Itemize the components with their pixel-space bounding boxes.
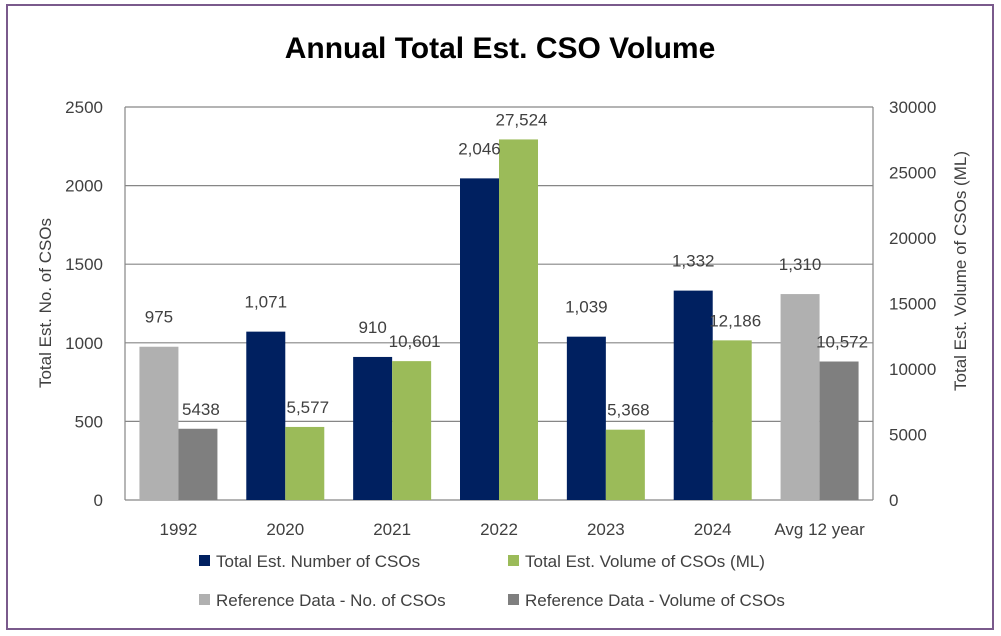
bar-volume-1992 [178, 428, 218, 500]
legend-label: Reference Data - No. of CSOs [216, 591, 446, 610]
y-tick-label: 2000 [65, 177, 103, 196]
bar-number-2022 [460, 178, 499, 500]
bar-volume-2022 [499, 139, 538, 500]
data-label-volume: 5438 [182, 400, 220, 419]
x-tick-label: 2022 [480, 520, 518, 539]
y-tick-label: 2500 [65, 98, 103, 117]
y-tick-label: 1500 [65, 255, 103, 274]
x-tick-label: 2021 [373, 520, 411, 539]
bars [139, 139, 859, 500]
legend-label: Total Est. Number of CSOs [216, 552, 420, 571]
legend-label: Total Est. Volume of CSOs (ML) [525, 552, 765, 571]
legend-swatch [508, 555, 519, 566]
y2-tick-label: 20000 [889, 229, 936, 248]
bar-number-2020 [246, 331, 286, 500]
y2-tick-label: 30000 [889, 98, 936, 117]
legend-swatch [508, 594, 519, 605]
bar-volume-2020 [285, 426, 325, 500]
data-label-volume: 10,572 [816, 333, 868, 352]
x-tick-label: 2020 [266, 520, 304, 539]
bar-volume-2024 [712, 340, 752, 500]
y2-tick-label: 10000 [889, 360, 936, 379]
x-tick-label: Avg 12 year [774, 520, 865, 539]
bar-number-2021 [353, 356, 393, 500]
bar-number-2024 [673, 290, 713, 500]
y-tick-label: 1000 [65, 334, 103, 353]
bar-number-1992 [139, 346, 179, 500]
y2-tick-label: 25000 [889, 164, 936, 183]
y-tick-label: 0 [94, 491, 103, 510]
y2-tick-label: 5000 [889, 426, 927, 445]
legend: Total Est. Number of CSOs Total Est. Volu… [199, 552, 785, 610]
bar-volume-2021 [392, 361, 432, 500]
data-label-number: 910 [358, 318, 386, 337]
bar-number-Avg 12 year [780, 294, 820, 500]
y2-axis-title: Total Est. Volume of CSOs (ML) [951, 151, 970, 391]
data-label-volume: 5,577 [287, 398, 330, 417]
legend-swatch [199, 594, 210, 605]
data-label-number: 1,332 [672, 252, 715, 271]
bar-volume-Avg 12 year [819, 361, 859, 500]
data-label-number: 1,039 [565, 298, 608, 317]
data-label-volume: 5,368 [607, 401, 650, 420]
y2-tick-label: 15000 [889, 295, 936, 314]
data-label-number: 2,046 [458, 139, 501, 158]
x-tick-label: 2024 [694, 520, 732, 539]
y-axis-title: Total Est. No. of CSOs [36, 218, 55, 388]
x-tick-label: 2023 [587, 520, 625, 539]
data-label-volume: 10,601 [389, 332, 441, 351]
x-tick-label: 1992 [160, 520, 198, 539]
bar-number-2023 [566, 336, 606, 500]
legend-swatch [199, 555, 210, 566]
axis-ticks: 0500100015002000250005000100001500020000… [65, 98, 936, 539]
data-label-number: 1,310 [779, 255, 822, 274]
y-tick-label: 500 [75, 412, 103, 431]
legend-label: Reference Data - Volume of CSOs [525, 591, 785, 610]
data-label-number: 1,071 [245, 293, 288, 312]
data-label-number: 975 [145, 308, 173, 327]
data-label-volume: 12,186 [709, 311, 761, 330]
chart-title: Annual Total Est. CSO Volume [285, 32, 716, 65]
data-label-volume: 27,524 [496, 110, 548, 129]
bar-volume-2023 [605, 429, 645, 500]
y2-tick-label: 0 [889, 491, 898, 510]
